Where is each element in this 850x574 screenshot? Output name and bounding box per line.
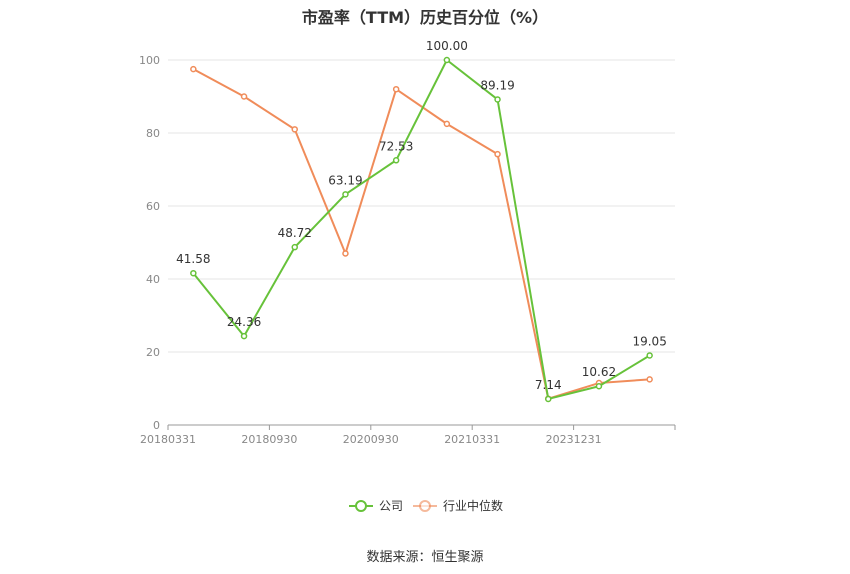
data-point [545,395,552,403]
data-label: 72.53 [379,139,413,153]
data-point [392,157,400,164]
data-point [190,269,197,277]
data-label: 63.19 [328,173,362,187]
data-point [443,120,451,128]
data-point [494,96,501,103]
series-lines [190,56,653,403]
data-label: 10.62 [582,365,616,379]
legend-item-company[interactable]: 公司 [349,499,403,513]
data-label: 100.00 [426,39,468,53]
series-line-0 [192,59,651,400]
data-label: 24.36 [227,315,261,329]
data-label: 48.72 [278,226,312,240]
data-point [392,85,400,93]
x-tick-label: 20180930 [241,433,297,446]
y-tick-label: 40 [146,273,160,286]
data-point [240,93,248,100]
x-tick-label: 20180331 [140,433,196,446]
data-label: 19.05 [632,334,666,348]
y-tick-label: 0 [153,419,160,432]
y-tick-label: 80 [146,127,160,140]
y-tick-label: 20 [146,346,160,359]
data-point [291,243,298,251]
axes: 0 20 40 60 80 100 20180331 20180930 20200930 2021… [139,54,676,446]
data-point [646,352,653,359]
data-label: 7.14 [535,378,562,392]
legend-label: 公司 [379,499,403,513]
legend-marker-icon [355,500,367,512]
chart-title: 市盈率（TTM）历史百分位（%） [301,8,549,27]
data-label: 41.58 [176,252,210,266]
data-point [443,56,451,64]
data-point [342,250,349,257]
y-tick-label: 100 [139,54,160,67]
legend-item-industry[interactable]: 行业中位数 [413,498,503,513]
x-tick-label: 20200930 [343,433,399,446]
data-point [595,382,603,390]
grid-lines [168,59,675,353]
data-point [342,191,349,198]
data-label: 89.19 [480,78,514,92]
data-point [646,376,653,383]
data-point [291,126,298,133]
legend[interactable]: 公司 行业中位数 [349,498,503,513]
series-line-1 [192,68,650,400]
y-tick-label: 60 [146,200,160,213]
data-point [240,332,248,340]
data-point [190,65,197,73]
source-note: 数据来源：恒生聚源 [366,550,484,565]
x-tick-label: 20210331 [444,433,500,446]
data-point [494,150,501,158]
x-tick-label: 20231231 [546,433,602,446]
legend-label: 行业中位数 [443,498,503,513]
data-labels: 41.58 24.36 48.72 63.19 72.53 100.00 89.19 7.14… [176,39,667,392]
legend-marker-icon [419,500,431,512]
